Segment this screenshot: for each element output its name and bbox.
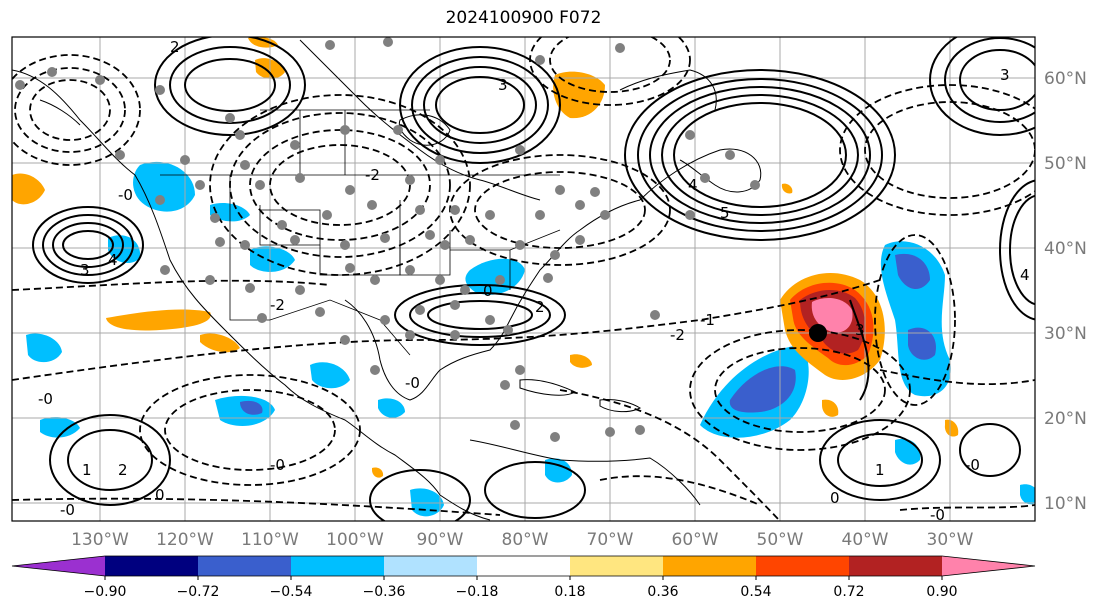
colorbar-tick-label: 0.18 — [554, 584, 585, 600]
map-title: 2024100900 F072 — [445, 8, 602, 28]
lon-label: 130°W — [71, 530, 129, 550]
colorbar-swatch — [384, 556, 477, 576]
contour-label: 5 — [720, 204, 730, 222]
lat-label: 40°N — [1044, 239, 1087, 259]
colorbar-tick-label: −0.36 — [363, 584, 406, 600]
colorbar-tick-label: 0.72 — [833, 584, 864, 600]
colorbar-swatch — [756, 556, 849, 576]
colorbar-tick-label: 0.36 — [647, 584, 678, 600]
lon-label: 70°W — [587, 530, 634, 550]
contour-labels: 5 4 3 4 3 2 2 0 2 1 0 1 0 3 -2 -1 -0 -0 … — [38, 38, 1030, 524]
colorbar-swatch — [477, 556, 570, 576]
colorbar-swatch — [198, 556, 291, 576]
colorbar-tick-label: −0.72 — [177, 584, 220, 600]
colorbar-tick-label: 0.54 — [740, 584, 771, 600]
lat-label: 20°N — [1044, 409, 1087, 429]
positive-anomaly-shading — [12, 37, 959, 478]
contour-label: 0 — [830, 489, 840, 507]
contour-label: 3 — [80, 261, 90, 279]
positive-contours — [32, 37, 1035, 521]
colorbar-swatch — [849, 556, 942, 576]
contour-label: 1 — [875, 461, 885, 479]
map-border — [11, 36, 1036, 522]
contour-label: 4 — [108, 251, 118, 269]
contour-label: 3 — [855, 321, 865, 339]
colorbar-tick-label: −0.18 — [456, 584, 499, 600]
contour-label: 2 — [118, 461, 128, 479]
contour-label: -2 — [270, 296, 285, 314]
colorbar-swatch — [105, 556, 198, 576]
contour-label: -1 — [700, 311, 715, 329]
contour-label: -0 — [60, 501, 75, 519]
lon-label: 40°W — [842, 530, 889, 550]
contour-label: 4 — [1020, 266, 1030, 284]
contour-label: 1 — [82, 461, 92, 479]
contour-label: 2 — [170, 38, 180, 56]
contour-label: 3 — [498, 76, 508, 94]
colorbar-tick-label: −0.54 — [270, 584, 313, 600]
colorbar-swatch — [942, 556, 1035, 576]
lat-label: 50°N — [1044, 154, 1087, 174]
contour-label: -0 — [118, 186, 133, 204]
lat-label: 30°N — [1044, 324, 1087, 344]
lon-label: 60°W — [672, 530, 719, 550]
contour-label: -0 — [930, 506, 945, 524]
lat-label: 60°N — [1044, 69, 1087, 89]
contour-label: -0 — [270, 456, 285, 474]
colorbar-swatch — [663, 556, 756, 576]
contour-label: -0 — [405, 374, 420, 392]
storm-center-marker — [809, 324, 827, 342]
contour-label: 2 — [535, 298, 545, 316]
lat-label: 10°N — [1044, 494, 1087, 514]
contour-label: -0 — [38, 390, 53, 408]
colorbar: −0.90 −0.72 −0.54 −0.36 −0.18 0.18 0.36 0.54 0.7… — [11, 555, 1036, 600]
contour-label: 4 — [688, 176, 698, 194]
station-dots — [15, 37, 760, 442]
lon-label: 30°W — [927, 530, 974, 550]
colorbar-swatch — [12, 556, 105, 576]
political-borders — [160, 109, 561, 356]
longitude-labels: 130°W 120°W 110°W 100°W 90°W 80°W 70°W 6… — [71, 530, 974, 550]
contour-label: -2 — [365, 166, 380, 184]
contour-label: -0 — [965, 456, 980, 474]
colorbar-tick-label: 0.90 — [926, 584, 957, 600]
contour-label: 0 — [155, 486, 165, 504]
lon-label: 110°W — [241, 530, 299, 550]
lon-label: 100°W — [326, 530, 384, 550]
lon-label: 50°W — [757, 530, 804, 550]
colorbar-tick-label: −0.90 — [84, 584, 127, 600]
contour-label: 3 — [1000, 66, 1010, 84]
lon-label: 90°W — [417, 530, 464, 550]
contour-label: -2 — [670, 326, 685, 344]
colorbar-swatch — [570, 556, 663, 576]
lon-label: 80°W — [502, 530, 549, 550]
latitude-labels: 60°N 50°N 40°N 30°N 20°N 10°N — [1044, 69, 1087, 514]
coastlines — [12, 39, 762, 521]
colorbar-swatch — [291, 556, 384, 576]
contour-label: 0 — [483, 282, 493, 300]
lon-label: 120°W — [156, 530, 214, 550]
